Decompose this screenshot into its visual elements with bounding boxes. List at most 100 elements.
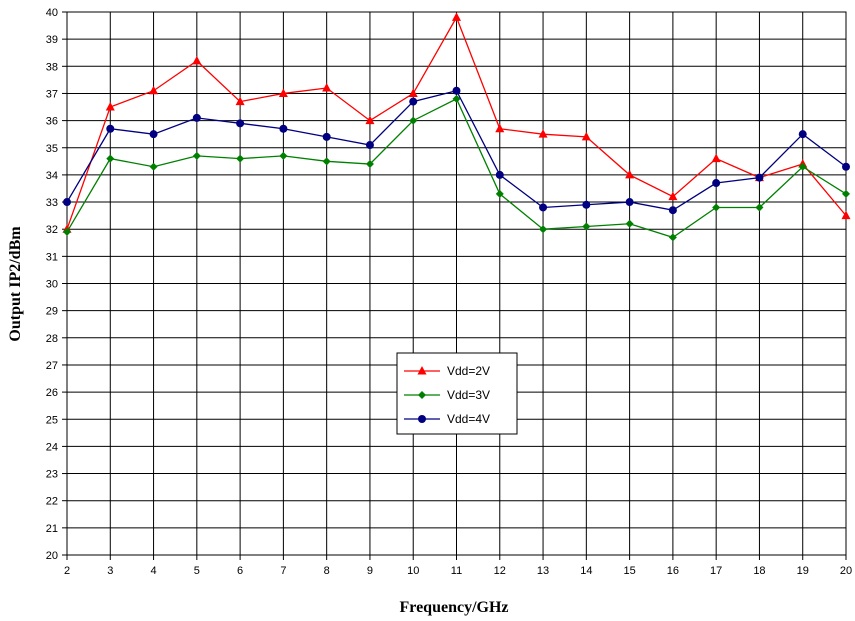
data-point-vdd-4v [409, 97, 418, 106]
y-tick-label: 38 [46, 61, 58, 73]
data-point-vdd-3v [755, 203, 764, 212]
y-tick-label: 26 [46, 387, 58, 399]
y-axis-title: Output IP2/dBm [7, 226, 24, 342]
data-point-vdd-4v [755, 173, 764, 182]
data-point-vdd-2v [841, 210, 851, 220]
plot-area-border [66, 11, 847, 556]
data-point-vdd-3v [582, 222, 591, 231]
data-point-vdd-2v [235, 96, 245, 106]
data-point-vdd-4v [236, 119, 245, 128]
legend-marker-vdd-3v [418, 391, 426, 399]
x-tick-label: 4 [150, 565, 156, 577]
data-point-vdd-3v [452, 94, 461, 103]
legend-label-vdd-3v: Vdd=3V [447, 388, 490, 402]
data-point-vdd-3v [409, 116, 418, 125]
y-tick-label: 23 [46, 469, 58, 481]
x-tick-label: 10 [407, 565, 419, 577]
legend-entry-vdd-3v: Vdd=3V [404, 388, 490, 402]
data-point-vdd-2v [192, 55, 202, 65]
y-tick-label: 37 [46, 88, 58, 100]
data-point-vdd-2v [495, 123, 505, 133]
data-point-vdd-3v [539, 225, 548, 234]
legend-marker-vdd-4v [418, 415, 426, 423]
data-point-vdd-2v [625, 169, 635, 179]
y-tick-label: 40 [46, 7, 58, 19]
y-tick-label: 33 [46, 197, 58, 209]
data-point-vdd-2v [278, 88, 288, 97]
x-tick-label: 3 [107, 565, 113, 577]
data-point-vdd-4v [192, 113, 201, 122]
data-point-vdd-4v [149, 130, 158, 139]
x-tick-label: 14 [580, 565, 592, 577]
data-point-vdd-4v [452, 86, 461, 95]
data-point-vdd-3v [625, 219, 634, 228]
x-tick-label: 7 [280, 565, 286, 577]
x-tick-label: 12 [494, 565, 506, 577]
x-tick-label: 2 [64, 565, 70, 577]
x-tick-label: 9 [367, 565, 373, 577]
y-tick-label: 34 [46, 170, 58, 182]
x-tick-label: 19 [797, 565, 809, 577]
data-point-vdd-4v [63, 198, 71, 207]
data-point-vdd-4v [842, 162, 850, 171]
data-point-vdd-2v [452, 12, 461, 21]
y-tick-label: 36 [46, 116, 58, 128]
y-tick-label: 25 [46, 414, 58, 426]
y-tick-label: 22 [46, 496, 58, 508]
y-tick-label: 32 [46, 224, 58, 236]
x-tick-label: 6 [237, 565, 243, 577]
legend-box [396, 352, 518, 435]
y-tick-label: 28 [46, 333, 58, 345]
data-point-vdd-2v [408, 88, 418, 97]
data-point-vdd-3v [106, 154, 115, 163]
data-point-vdd-3v [495, 189, 504, 198]
data-point-vdd-3v [712, 203, 721, 212]
legend-entry-vdd-4v: Vdd=4V [404, 412, 490, 426]
data-point-vdd-4v [712, 179, 721, 188]
data-point-vdd-3v [192, 151, 201, 160]
data-point-vdd-3v [798, 162, 807, 171]
data-point-vdd-4v [322, 132, 331, 141]
data-point-vdd-3v [63, 227, 71, 236]
y-tick-label: 20 [46, 550, 58, 562]
data-point-vdd-3v [149, 162, 158, 171]
data-point-vdd-4v [106, 124, 115, 133]
legend: Vdd=2V Vdd=3V Vdd=4V [396, 352, 518, 435]
data-point-vdd-4v [279, 124, 288, 133]
legend-marker-vdd-2v [417, 366, 427, 375]
data-point-vdd-4v [625, 198, 634, 207]
x-tick-label: 11 [451, 565, 462, 577]
legend-entry-vdd-2v: Vdd=2V [404, 364, 490, 378]
x-tick-label: 8 [324, 565, 330, 577]
y-tick-label: 27 [46, 360, 58, 372]
x-axis-title: Frequency/GHz [399, 599, 508, 616]
data-point-vdd-3v [668, 233, 677, 242]
x-tick-label: 5 [194, 565, 200, 577]
data-point-vdd-2v [105, 102, 115, 111]
data-point-vdd-2v [668, 191, 678, 201]
data-point-vdd-3v [365, 160, 374, 169]
data-point-vdd-2v [538, 129, 548, 138]
y-tick-label: 39 [46, 34, 58, 46]
data-point-vdd-3v [236, 154, 245, 163]
data-point-vdd-4v [582, 200, 591, 209]
x-tick-label: 13 [537, 565, 549, 577]
data-point-vdd-3v [279, 151, 288, 160]
x-tick-label: 17 [710, 565, 722, 577]
series-lines [62, 12, 851, 242]
data-point-vdd-4v [798, 130, 807, 139]
data-point-vdd-4v [668, 206, 677, 215]
data-point-vdd-2v [322, 83, 332, 92]
data-point-vdd-2v [581, 131, 591, 141]
data-point-vdd-4v [365, 141, 374, 150]
x-tick-label: 15 [623, 565, 635, 577]
y-tick-label: 35 [46, 143, 58, 155]
x-tick-label: 20 [840, 565, 852, 577]
x-tick-label: 16 [667, 565, 679, 577]
y-tick-label: 21 [46, 523, 58, 535]
y-tick-label: 29 [46, 306, 58, 318]
grid-lines [62, 11, 847, 560]
y-tick-label: 30 [46, 279, 58, 291]
x-tick-label: 18 [753, 565, 765, 577]
